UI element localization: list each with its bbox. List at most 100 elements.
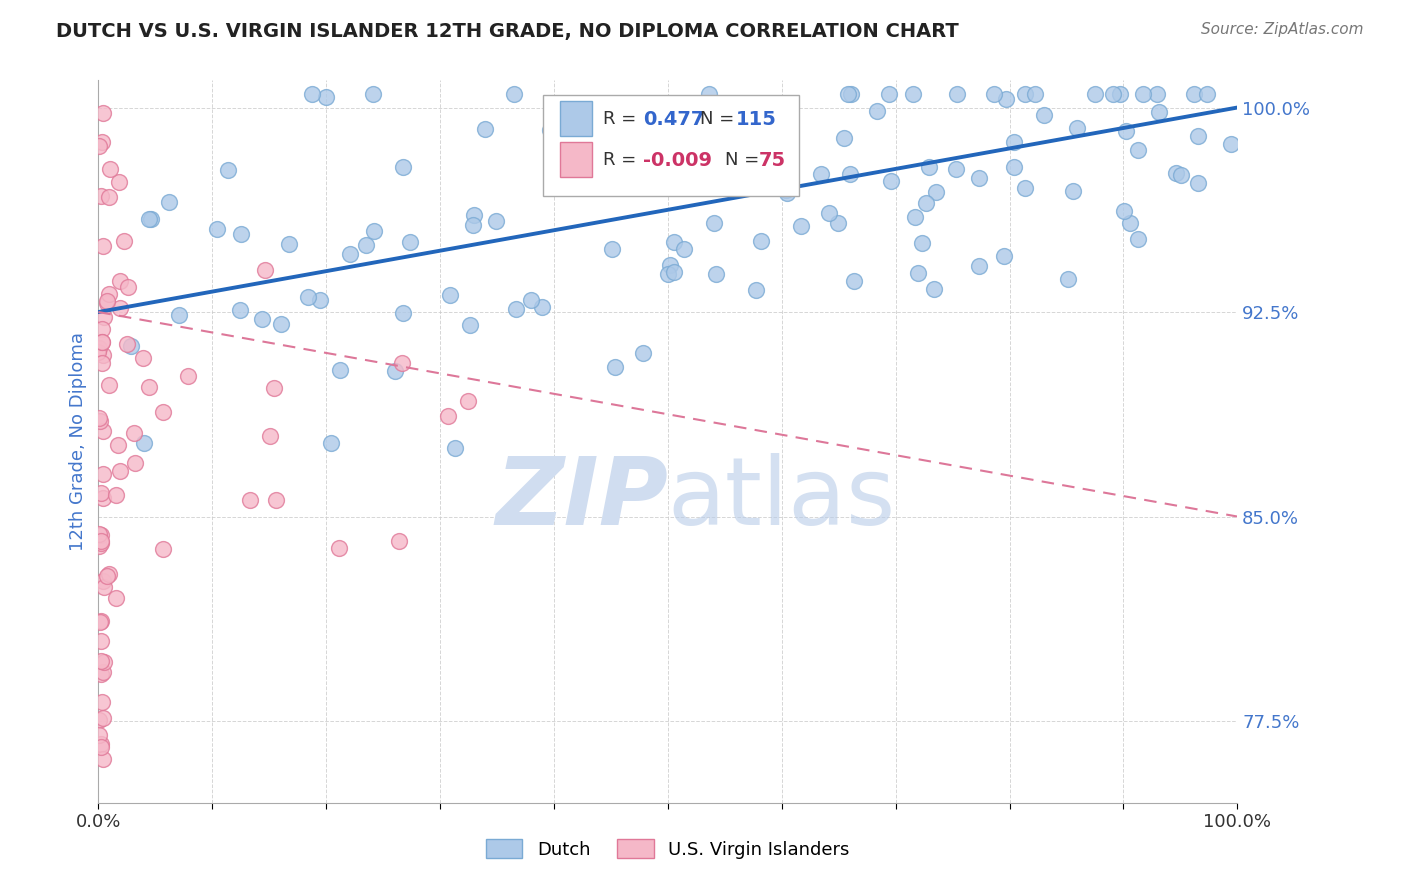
Point	[108, 274, 131, 288]
Point	[138, 212, 160, 227]
Point	[117, 279, 139, 293]
Point	[91, 424, 114, 438]
Point	[89, 615, 111, 629]
Text: Source: ZipAtlas.com: Source: ZipAtlas.com	[1201, 22, 1364, 37]
Point	[703, 216, 725, 230]
Point	[744, 118, 766, 132]
Point	[1032, 108, 1054, 122]
Point	[1119, 216, 1142, 230]
Point	[90, 536, 112, 550]
Point	[297, 290, 319, 304]
Point	[253, 263, 276, 277]
Point	[439, 287, 461, 301]
Point	[1004, 160, 1026, 174]
Point	[229, 302, 252, 317]
Point	[87, 526, 110, 541]
Point	[659, 258, 682, 272]
Point	[1066, 120, 1088, 135]
Point	[91, 106, 114, 120]
Point	[90, 136, 112, 150]
Point	[391, 356, 413, 370]
Point	[132, 435, 155, 450]
Point	[90, 334, 112, 349]
Point	[354, 238, 377, 252]
Text: DUTCH VS U.S. VIRGIN ISLANDER 12TH GRADE, NO DIPLOMA CORRELATION CHART: DUTCH VS U.S. VIRGIN ISLANDER 12TH GRADE…	[56, 22, 959, 41]
FancyBboxPatch shape	[543, 95, 799, 196]
Point	[1014, 181, 1036, 195]
Point	[104, 591, 127, 606]
Point	[91, 467, 114, 481]
Point	[633, 168, 655, 182]
Point	[309, 293, 332, 307]
Point	[704, 267, 727, 281]
Point	[384, 364, 406, 378]
Point	[90, 486, 112, 500]
Point	[110, 464, 132, 478]
Point	[443, 442, 465, 456]
Point	[87, 341, 110, 355]
Point	[1166, 166, 1188, 180]
Point	[1126, 143, 1149, 157]
Point	[229, 227, 252, 242]
Point	[91, 665, 114, 679]
Point	[662, 235, 685, 249]
Point	[91, 695, 114, 709]
Point	[1112, 204, 1135, 219]
Point	[157, 194, 180, 209]
Point	[1219, 136, 1241, 151]
Point	[520, 293, 543, 307]
Y-axis label: 12th Grade, No Diploma: 12th Grade, No Diploma	[69, 332, 87, 551]
Point	[967, 259, 990, 273]
Point	[108, 174, 131, 188]
Point	[98, 378, 121, 392]
Point	[108, 301, 131, 315]
Point	[270, 317, 292, 331]
Point	[631, 345, 654, 359]
Text: N =: N =	[725, 152, 765, 169]
Point	[167, 308, 190, 322]
Point	[315, 89, 337, 103]
Point	[93, 310, 115, 324]
Point	[463, 218, 485, 232]
Point	[531, 300, 554, 314]
Point	[1024, 87, 1046, 101]
Point	[993, 249, 1015, 263]
Point	[1062, 184, 1084, 198]
Point	[623, 149, 645, 163]
Point	[775, 183, 797, 197]
Point	[91, 491, 114, 505]
Point	[90, 534, 112, 549]
Point	[967, 171, 990, 186]
Point	[832, 131, 855, 145]
Point	[668, 159, 690, 173]
Point	[98, 190, 121, 204]
Text: N =: N =	[700, 111, 740, 128]
Point	[392, 306, 415, 320]
Point	[474, 122, 496, 136]
Point	[818, 206, 841, 220]
Point	[945, 161, 967, 176]
Point	[759, 164, 782, 178]
Point	[217, 162, 239, 177]
Point	[672, 242, 695, 256]
Point	[463, 208, 485, 222]
FancyBboxPatch shape	[560, 143, 592, 178]
Point	[266, 493, 288, 508]
Point	[810, 167, 832, 181]
Point	[115, 337, 138, 351]
Point	[686, 103, 709, 118]
Point	[239, 493, 262, 508]
Point	[319, 435, 342, 450]
Text: 75: 75	[759, 151, 786, 170]
Point	[1170, 168, 1192, 182]
Point	[749, 234, 772, 248]
Point	[89, 414, 111, 428]
Point	[666, 128, 689, 143]
Point	[112, 234, 135, 248]
Point	[1187, 177, 1209, 191]
Point	[399, 235, 422, 249]
Point	[93, 239, 115, 253]
Point	[263, 381, 285, 395]
Point	[776, 186, 799, 200]
Point	[662, 265, 685, 279]
